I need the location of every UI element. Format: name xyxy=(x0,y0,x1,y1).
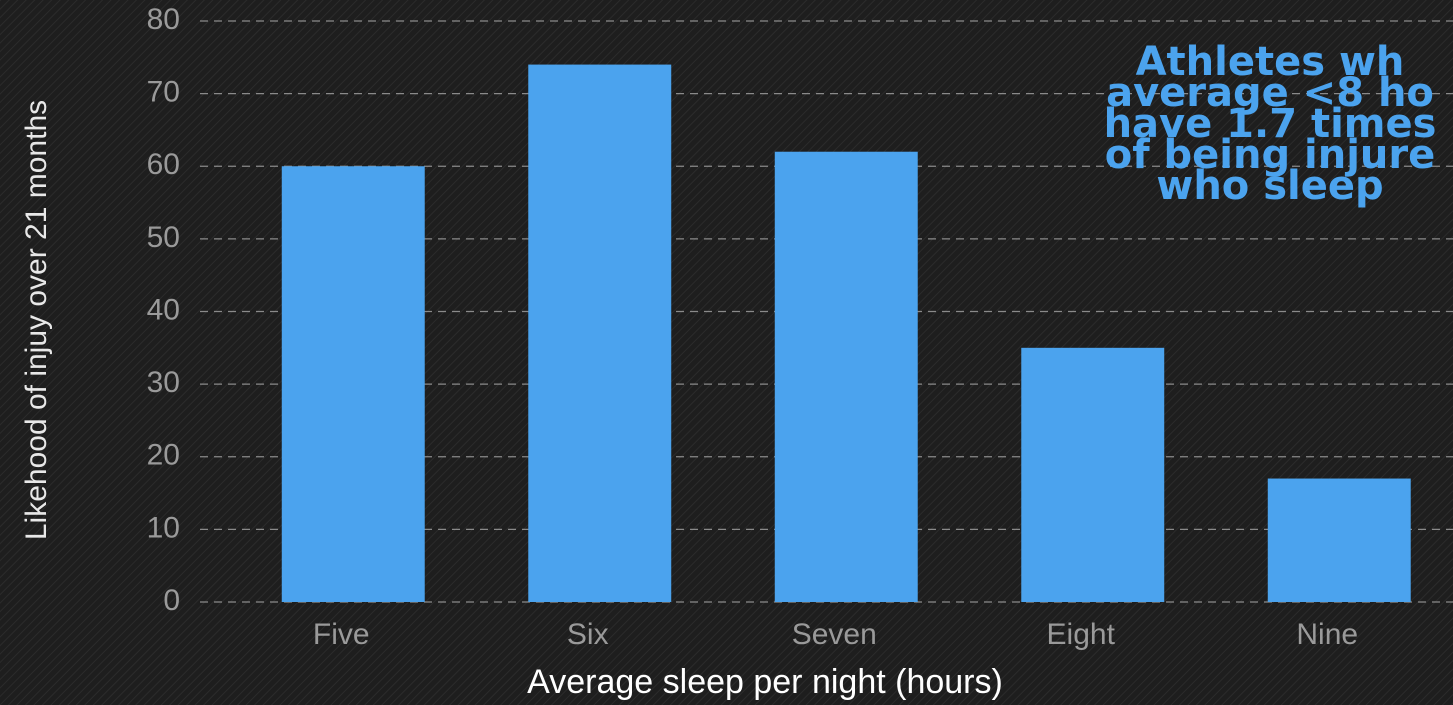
y-tick-label: 60 xyxy=(147,148,180,181)
y-tick-label: 70 xyxy=(147,76,180,109)
bar xyxy=(775,152,918,602)
x-tick-label: Seven xyxy=(792,618,877,651)
x-tick-label: Five xyxy=(313,618,370,651)
bar xyxy=(528,65,671,602)
x-tick-label: Eight xyxy=(1047,618,1116,651)
y-tick-label: 10 xyxy=(147,511,180,544)
y-axis-title: Likehood of injuy over 21 months xyxy=(20,100,53,540)
bar xyxy=(1268,479,1411,602)
y-tick-label: 20 xyxy=(147,439,180,472)
x-tick-label: Six xyxy=(567,618,609,651)
x-tick-label: Nine xyxy=(1296,618,1358,651)
y-tick-label: 50 xyxy=(147,221,180,254)
y-tick-label: 30 xyxy=(147,366,180,399)
bar xyxy=(1021,348,1164,602)
x-axis-title: Average sleep per night (hours) xyxy=(527,663,1003,701)
y-tick-label: 0 xyxy=(163,584,180,617)
chart: Likehood of injuy over 21 months Average… xyxy=(0,0,1453,705)
y-tick-label: 80 xyxy=(147,3,180,36)
bar xyxy=(282,166,425,602)
annotation: who sleep xyxy=(1156,163,1383,209)
y-tick-label: 40 xyxy=(147,293,180,326)
